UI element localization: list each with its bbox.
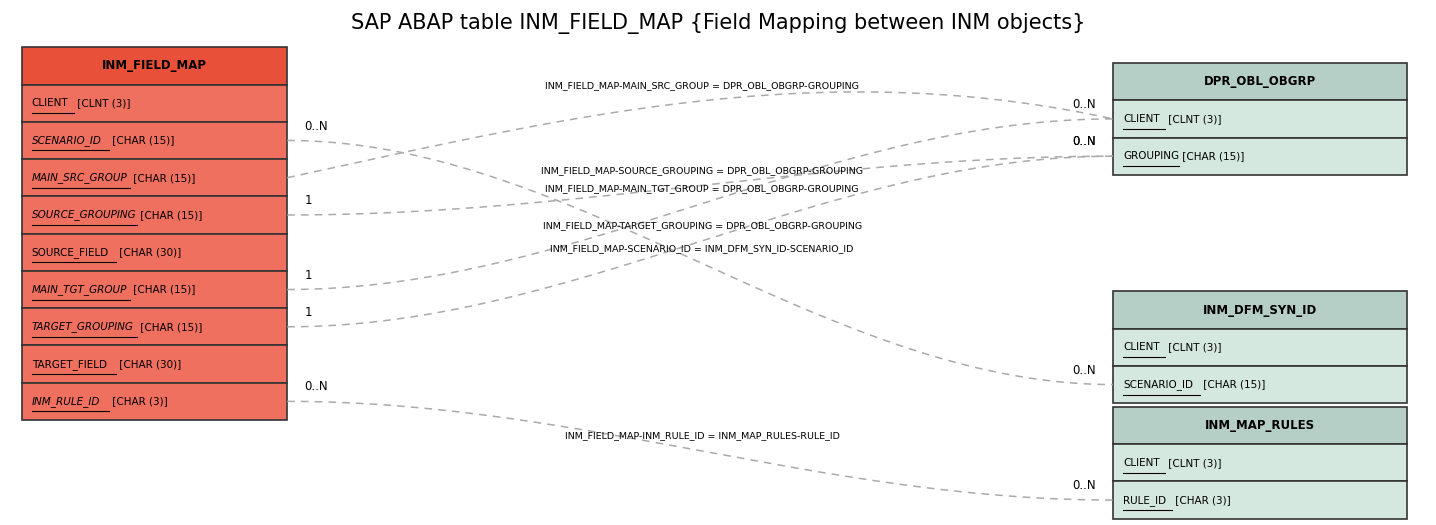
Text: [CLNT (3)]: [CLNT (3)]	[1165, 114, 1222, 124]
Text: CLIENT: CLIENT	[1123, 342, 1160, 352]
Text: SOURCE_FIELD: SOURCE_FIELD	[32, 247, 109, 258]
Text: CLIENT: CLIENT	[32, 98, 69, 108]
Text: 1: 1	[304, 194, 312, 207]
Text: INM_FIELD_MAP-INM_RULE_ID = INM_MAP_RULES-RULE_ID: INM_FIELD_MAP-INM_RULE_ID = INM_MAP_RULE…	[564, 432, 840, 440]
Text: INM_MAP_RULES: INM_MAP_RULES	[1205, 419, 1315, 432]
Text: SAP ABAP table INM_FIELD_MAP {Field Mapping between INM objects}: SAP ABAP table INM_FIELD_MAP {Field Mapp…	[350, 13, 1086, 34]
Text: 1: 1	[304, 269, 312, 281]
FancyBboxPatch shape	[22, 85, 287, 122]
Text: 1: 1	[304, 306, 312, 319]
FancyBboxPatch shape	[22, 159, 287, 196]
FancyBboxPatch shape	[22, 308, 287, 345]
FancyBboxPatch shape	[22, 345, 287, 383]
Text: [CLNT (3)]: [CLNT (3)]	[1165, 458, 1222, 468]
Text: INM_DFM_SYN_ID: INM_DFM_SYN_ID	[1203, 303, 1317, 317]
Text: SCENARIO_ID: SCENARIO_ID	[32, 135, 102, 146]
FancyBboxPatch shape	[22, 47, 287, 85]
FancyBboxPatch shape	[22, 383, 287, 420]
Text: [CHAR (15)]: [CHAR (15)]	[1179, 151, 1245, 161]
Text: 0..N: 0..N	[304, 120, 327, 132]
Text: TARGET_GROUPING: TARGET_GROUPING	[32, 321, 134, 332]
Text: 0..N: 0..N	[1073, 135, 1096, 148]
Text: CLIENT: CLIENT	[1123, 114, 1160, 124]
FancyBboxPatch shape	[22, 271, 287, 308]
FancyBboxPatch shape	[1113, 407, 1407, 444]
Text: [CHAR (15)]: [CHAR (15)]	[131, 285, 195, 295]
Text: SCENARIO_ID: SCENARIO_ID	[1123, 379, 1193, 390]
FancyBboxPatch shape	[1113, 366, 1407, 403]
Text: 0..N: 0..N	[1073, 364, 1096, 377]
Text: MAIN_TGT_GROUP: MAIN_TGT_GROUP	[32, 284, 126, 295]
FancyBboxPatch shape	[22, 122, 287, 159]
FancyBboxPatch shape	[1113, 138, 1407, 175]
Text: [CHAR (15)]: [CHAR (15)]	[138, 210, 202, 220]
Text: [CLNT (3)]: [CLNT (3)]	[1165, 342, 1222, 352]
Text: GROUPING: GROUPING	[1123, 151, 1179, 161]
FancyBboxPatch shape	[1113, 291, 1407, 329]
Text: TARGET_FIELD: TARGET_FIELD	[32, 359, 106, 370]
Text: [CHAR (15)]: [CHAR (15)]	[109, 135, 174, 145]
Text: INM_RULE_ID: INM_RULE_ID	[32, 396, 101, 407]
Text: 0..N: 0..N	[1073, 135, 1096, 148]
Text: 0..N: 0..N	[1073, 479, 1096, 492]
Text: [CHAR (15)]: [CHAR (15)]	[1200, 380, 1265, 390]
FancyBboxPatch shape	[1113, 444, 1407, 481]
Text: INM_FIELD_MAP: INM_FIELD_MAP	[102, 59, 207, 72]
FancyBboxPatch shape	[1113, 329, 1407, 366]
Text: [CHAR (3)]: [CHAR (3)]	[1172, 495, 1231, 505]
Text: INM_FIELD_MAP-SCENARIO_ID = INM_DFM_SYN_ID-SCENARIO_ID: INM_FIELD_MAP-SCENARIO_ID = INM_DFM_SYN_…	[550, 244, 854, 253]
Text: INM_FIELD_MAP-MAIN_SRC_GROUP = DPR_OBL_OBGRP-GROUPING: INM_FIELD_MAP-MAIN_SRC_GROUP = DPR_OBL_O…	[546, 81, 859, 90]
Text: 0..N: 0..N	[304, 381, 327, 393]
FancyBboxPatch shape	[1113, 63, 1407, 100]
Text: INM_FIELD_MAP-SOURCE_GROUPING = DPR_OBL_OBGRP-GROUPING: INM_FIELD_MAP-SOURCE_GROUPING = DPR_OBL_…	[541, 166, 863, 175]
Text: INM_FIELD_MAP-TARGET_GROUPING = DPR_OBL_OBGRP-GROUPING: INM_FIELD_MAP-TARGET_GROUPING = DPR_OBL_…	[543, 222, 862, 230]
Text: RULE_ID: RULE_ID	[1123, 495, 1166, 506]
FancyBboxPatch shape	[22, 196, 287, 234]
FancyBboxPatch shape	[1113, 481, 1407, 519]
Text: [CHAR (30)]: [CHAR (30)]	[116, 359, 181, 369]
Text: [CHAR (3)]: [CHAR (3)]	[109, 396, 168, 406]
Text: [CHAR (30)]: [CHAR (30)]	[116, 247, 181, 257]
Text: INM_FIELD_MAP-MAIN_TGT_GROUP = DPR_OBL_OBGRP-GROUPING: INM_FIELD_MAP-MAIN_TGT_GROUP = DPR_OBL_O…	[546, 184, 859, 193]
Text: [CHAR (15)]: [CHAR (15)]	[138, 322, 202, 332]
FancyBboxPatch shape	[1113, 100, 1407, 138]
Text: [CLNT (3)]: [CLNT (3)]	[73, 98, 131, 108]
Text: CLIENT: CLIENT	[1123, 458, 1160, 468]
Text: MAIN_SRC_GROUP: MAIN_SRC_GROUP	[32, 172, 128, 183]
Text: SOURCE_GROUPING: SOURCE_GROUPING	[32, 209, 136, 220]
FancyBboxPatch shape	[22, 234, 287, 271]
Text: [CHAR (15)]: [CHAR (15)]	[131, 173, 195, 183]
Text: DPR_OBL_OBGRP: DPR_OBL_OBGRP	[1203, 75, 1317, 88]
Text: 0..N: 0..N	[1073, 98, 1096, 111]
